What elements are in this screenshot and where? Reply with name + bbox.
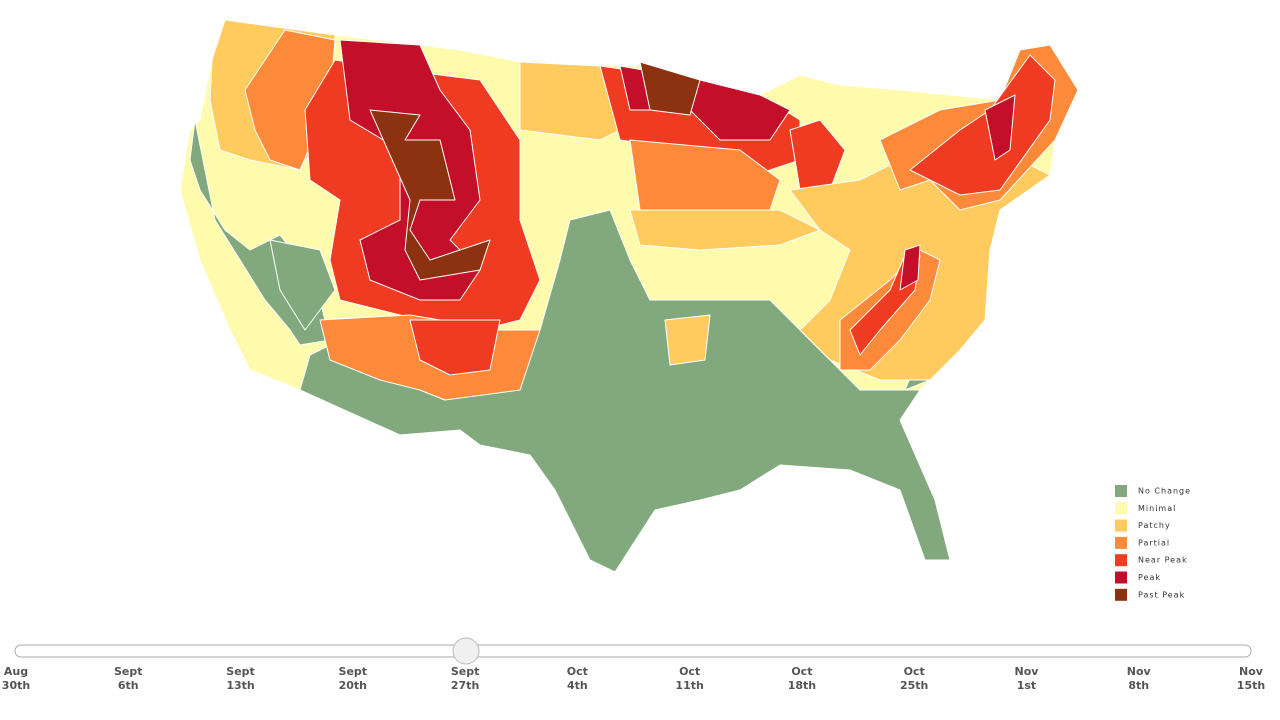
slider-day: 25th: [900, 679, 928, 692]
legend-swatch: [1115, 571, 1127, 584]
slider-day: 18th: [788, 679, 816, 692]
region-peak-ne: [984, 94, 1016, 161]
slider-handle[interactable]: [452, 637, 480, 665]
region-no-change: [299, 209, 951, 573]
slider-month: Nov: [1239, 665, 1264, 678]
legend: No Change Minimal Patchy Partial Near Peak Pe…: [1115, 485, 1191, 601]
slider-month: Aug: [4, 665, 28, 678]
region-patchy-plains: [519, 61, 621, 141]
legend-swatch: [1115, 554, 1127, 567]
legend-label: No Change: [1138, 487, 1191, 496]
legend-label: Peak: [1138, 573, 1161, 582]
slider-month: Oct: [791, 665, 812, 678]
slider-day: 27th: [451, 679, 479, 692]
slider-day: 1st: [1017, 679, 1036, 692]
slider-month: Sept: [339, 665, 368, 678]
slider-day: 20th: [339, 679, 367, 692]
slider-month: Oct: [904, 665, 925, 678]
slider-day: 30th: [2, 679, 30, 692]
region-near-peak-nm: [409, 319, 501, 376]
slider-month: Sept: [451, 665, 480, 678]
legend-swatch: [1115, 485, 1127, 497]
us-map: [179, 19, 1079, 573]
legend-label: Past Peak: [1138, 590, 1185, 599]
legend-label: Near Peak: [1138, 556, 1188, 565]
slider-month: Sept: [226, 665, 255, 678]
legend-swatch: [1115, 519, 1127, 532]
slider-day: 13th: [226, 679, 254, 692]
region-patchy-ok: [664, 314, 711, 366]
slider-day: 6th: [118, 679, 139, 692]
slider-month: Oct: [567, 665, 588, 678]
slider-month: Nov: [1014, 665, 1039, 678]
slider-month: Sept: [114, 665, 143, 678]
legend-swatch: [1115, 588, 1127, 601]
region-near-peak-mi: [789, 119, 846, 191]
slider-track[interactable]: [14, 644, 1252, 658]
region-peak-wv: [899, 244, 921, 291]
region-past-peak: [369, 109, 491, 281]
slider-month: Oct: [679, 665, 700, 678]
legend-swatch: [1115, 536, 1127, 549]
legend-label: Minimal: [1138, 504, 1176, 513]
region-past-peak-mn: [639, 61, 701, 116]
legend-label: Patchy: [1138, 521, 1171, 530]
region-patchy-midwest: [629, 209, 821, 251]
slider-day: 15th: [1237, 679, 1265, 692]
region-near-peak-ne: [909, 54, 1056, 196]
slider-day: 8th: [1128, 679, 1149, 692]
legend-swatch: [1115, 502, 1127, 515]
region-no-change-nv: [269, 239, 336, 331]
slider-day: 11th: [675, 679, 703, 692]
slider-day: 4th: [567, 679, 588, 692]
legend-label: Partial: [1138, 538, 1170, 547]
slider-labels: Aug30thSept6thSept13thSept20thSept27thOc…: [2, 665, 1265, 692]
slider-month: Nov: [1127, 665, 1152, 678]
